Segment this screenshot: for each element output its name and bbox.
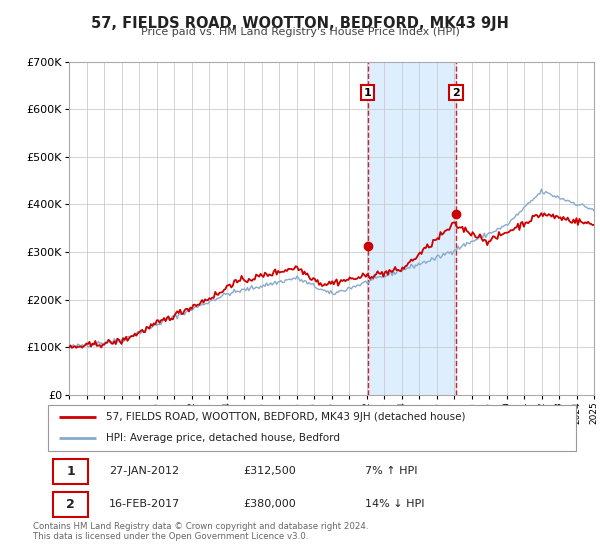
Text: HPI: Average price, detached house, Bedford: HPI: Average price, detached house, Bedf…	[106, 433, 340, 444]
Bar	[368, 62, 456, 395]
Text: This data is licensed under the Open Government Licence v3.0.: This data is licensed under the Open Gov…	[33, 532, 308, 541]
Text: 2: 2	[66, 498, 75, 511]
Text: £380,000: £380,000	[244, 500, 296, 510]
Text: 57, FIELDS ROAD, WOOTTON, BEDFORD, MK43 9JH (detached house): 57, FIELDS ROAD, WOOTTON, BEDFORD, MK43 …	[106, 412, 466, 422]
Text: £312,500: £312,500	[244, 466, 296, 476]
Text: 57, FIELDS ROAD, WOOTTON, BEDFORD, MK43 9JH: 57, FIELDS ROAD, WOOTTON, BEDFORD, MK43 …	[91, 16, 509, 31]
FancyBboxPatch shape	[53, 492, 88, 517]
Text: 1: 1	[66, 465, 75, 478]
FancyBboxPatch shape	[53, 459, 88, 483]
Text: 7% ↑ HPI: 7% ↑ HPI	[365, 466, 418, 476]
Text: 14% ↓ HPI: 14% ↓ HPI	[365, 500, 424, 510]
Text: 27-JAN-2012: 27-JAN-2012	[109, 466, 179, 476]
Text: Contains HM Land Registry data © Crown copyright and database right 2024.: Contains HM Land Registry data © Crown c…	[33, 522, 368, 531]
Text: 1: 1	[364, 87, 371, 97]
Text: Price paid vs. HM Land Registry's House Price Index (HPI): Price paid vs. HM Land Registry's House …	[140, 27, 460, 37]
FancyBboxPatch shape	[48, 405, 576, 451]
Text: 2: 2	[452, 87, 460, 97]
Text: 16-FEB-2017: 16-FEB-2017	[109, 500, 180, 510]
